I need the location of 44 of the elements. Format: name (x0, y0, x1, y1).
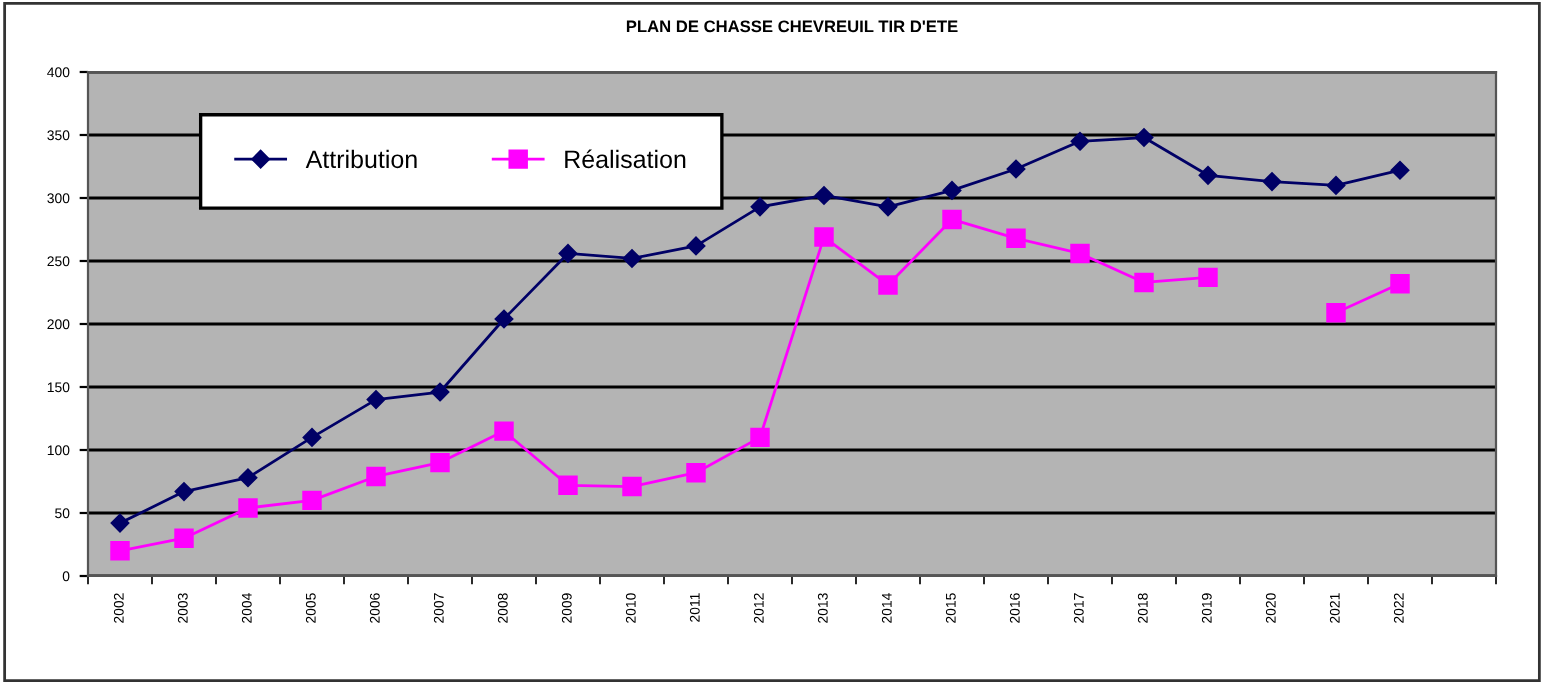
point (1262, 172, 1282, 191)
point (302, 490, 322, 511)
point (1134, 128, 1154, 147)
point (750, 427, 770, 448)
point (558, 475, 578, 495)
point (686, 462, 706, 483)
legend-label: Attribution (305, 149, 417, 169)
legend-label: Réalisation (565, 149, 686, 169)
point (366, 466, 386, 487)
point (174, 482, 194, 501)
point (1134, 272, 1154, 293)
point (622, 476, 642, 497)
point (110, 541, 130, 561)
chart-title: PLAN DE CHASSE CHEVREUIL TIR D'ETE (626, 20, 958, 33)
point (1390, 161, 1410, 180)
point (1070, 243, 1090, 264)
point (558, 244, 578, 263)
point (366, 390, 386, 409)
point (622, 249, 642, 268)
point (1006, 228, 1026, 249)
point (942, 209, 962, 230)
point (814, 186, 834, 205)
point (1326, 302, 1346, 323)
point (174, 528, 194, 548)
point (430, 382, 450, 402)
point (1070, 132, 1090, 151)
point (814, 227, 834, 247)
point (238, 468, 258, 487)
point (1326, 176, 1346, 195)
point (750, 197, 770, 217)
point (878, 275, 898, 295)
point (302, 428, 322, 447)
point (430, 452, 450, 473)
point (1006, 159, 1026, 179)
point (238, 498, 258, 518)
point (494, 421, 514, 441)
point (494, 309, 514, 329)
point (686, 236, 706, 256)
point (942, 181, 962, 200)
point (1198, 166, 1218, 185)
point (1198, 267, 1218, 288)
point (110, 513, 130, 533)
point (1390, 273, 1410, 294)
point (878, 197, 898, 217)
